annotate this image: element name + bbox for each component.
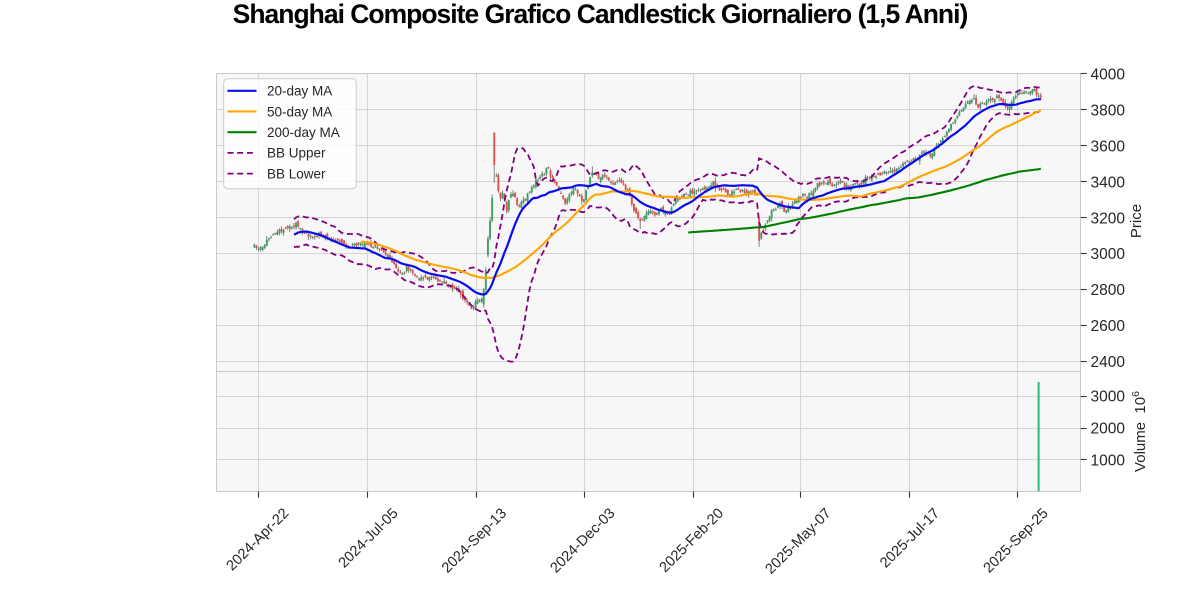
svg-text:3000: 3000 (1091, 389, 1126, 406)
svg-text:3000: 3000 (1091, 246, 1126, 263)
svg-text:3800: 3800 (1091, 102, 1126, 119)
svg-text:4000: 4000 (1091, 66, 1126, 83)
svg-text:3600: 3600 (1091, 138, 1126, 155)
svg-text:1000: 1000 (1091, 452, 1126, 469)
svg-text:2600: 2600 (1091, 318, 1126, 335)
svg-text:Shanghai Composite Grafico Can: Shanghai Composite Grafico Candlestick G… (233, 0, 968, 29)
svg-text:3400: 3400 (1091, 174, 1126, 191)
svg-text:Volume 106: Volume 106 (1130, 391, 1149, 472)
svg-text:2800: 2800 (1091, 282, 1126, 299)
svg-text:2400: 2400 (1091, 354, 1126, 371)
svg-text:200-day MA: 200-day MA (267, 125, 340, 140)
svg-text:50-day MA: 50-day MA (267, 104, 332, 119)
svg-text:Price: Price (1128, 204, 1145, 238)
svg-text:BB Lower: BB Lower (267, 166, 326, 181)
svg-text:3200: 3200 (1091, 210, 1126, 227)
svg-text:2000: 2000 (1091, 420, 1126, 437)
svg-text:BB Upper: BB Upper (267, 146, 326, 161)
svg-text:20-day MA: 20-day MA (267, 84, 332, 99)
